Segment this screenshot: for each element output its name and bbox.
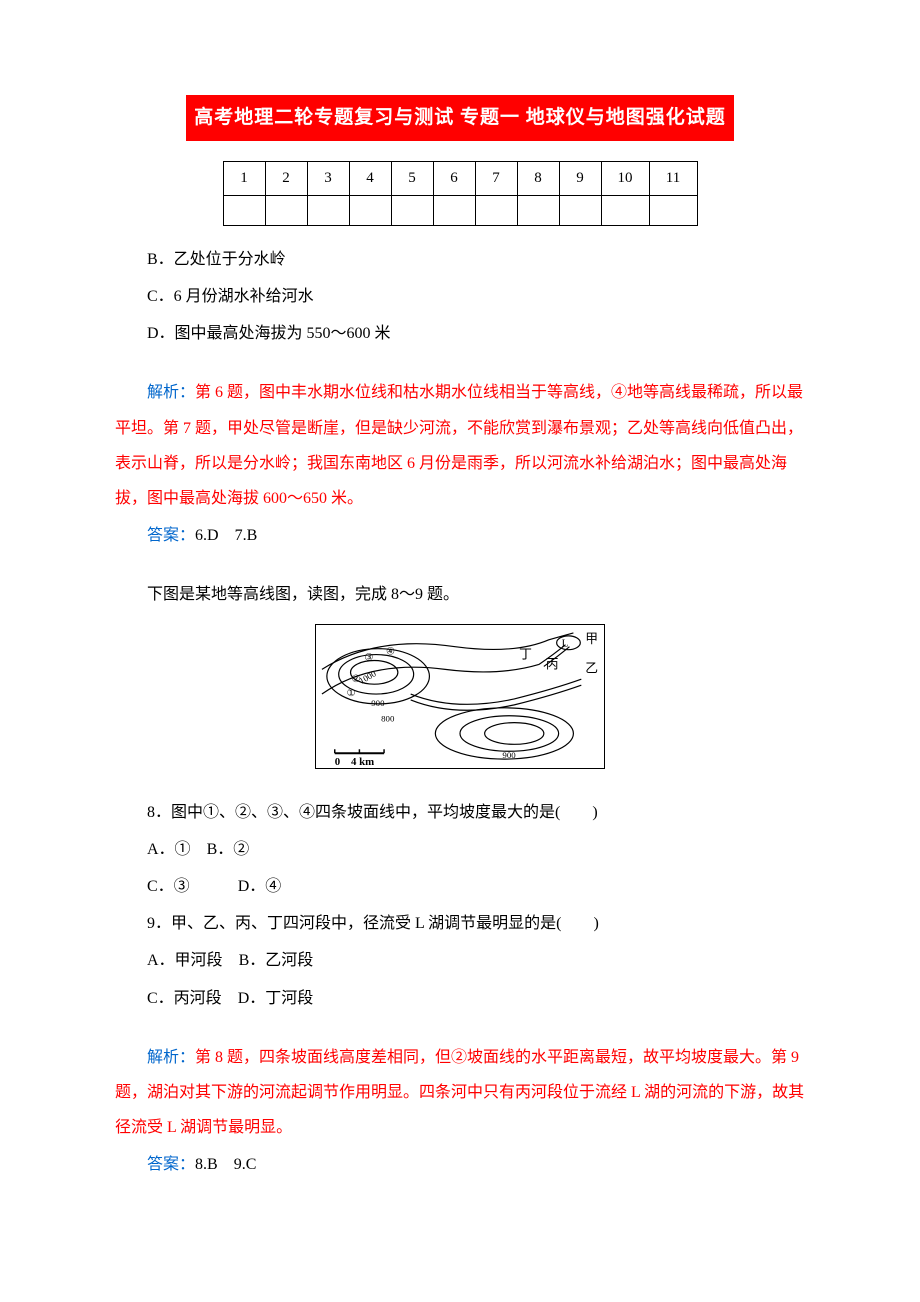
header-cell: 11	[649, 161, 697, 195]
q9-opt-c: C．丙河段	[147, 990, 222, 1007]
option-c: C．6 月份湖水补给河水	[115, 279, 805, 314]
answer-label: 答案：	[147, 1156, 195, 1173]
q8-options-cd: C．③ D．④	[115, 869, 805, 904]
empty-cell	[601, 195, 649, 225]
q9-opt-d: D．丁河段	[238, 990, 314, 1007]
empty-cell	[433, 195, 475, 225]
empty-cell	[265, 195, 307, 225]
label-jia: 甲	[585, 632, 598, 646]
header-cell: 4	[349, 161, 391, 195]
slope-marker-1: ①	[347, 688, 356, 699]
label-yi: 乙	[585, 662, 598, 676]
analysis-text: 第 6 题，图中丰水期水位线和枯水期水位线相当于等高线，④地等高线最稀疏，所以最…	[115, 384, 803, 507]
answer-text: 6.D 7.B	[195, 527, 257, 544]
label-ding: 丁	[519, 648, 532, 662]
answer-text: 8.B 9.C	[195, 1156, 256, 1173]
empty-cell	[517, 195, 559, 225]
lead-in-2: 下图是某地等高线图，读图，完成 8～9 题。	[115, 577, 805, 612]
header-cell: 1	[223, 161, 265, 195]
scale-label: 0 4 km	[335, 757, 374, 769]
q9-options-cd: C．丙河段 D．丁河段	[115, 981, 805, 1016]
answer-label: 答案：	[147, 527, 195, 544]
header-cell: 6	[433, 161, 475, 195]
contour-label: 900	[371, 698, 385, 708]
answer-2: 答案：8.B 9.C	[115, 1147, 805, 1182]
analysis-2: 解析：第 8 题，四条坡面线高度差相同，但②坡面线的水平距离最短，故平均坡度最大…	[115, 1040, 805, 1146]
header-cell: 7	[475, 161, 517, 195]
q9-opt-b: B．乙河段	[239, 952, 314, 969]
header-cell: 8	[517, 161, 559, 195]
analysis-label: 解析：	[147, 1049, 195, 1066]
answer-grid: 1 2 3 4 5 6 7 8 9 10 11	[223, 161, 698, 226]
empty-cell	[559, 195, 601, 225]
empty-cell	[307, 195, 349, 225]
analysis-label: 解析：	[147, 384, 195, 401]
q8-options-ab: A．① B．②	[115, 832, 805, 867]
option-b: B．乙处位于分水岭	[115, 242, 805, 277]
header-cell: 5	[391, 161, 433, 195]
header-cell: 3	[307, 161, 349, 195]
empty-cell	[391, 195, 433, 225]
table-row-empty	[223, 195, 697, 225]
q8-opt-d: D．④	[238, 878, 282, 895]
contour-figure: ③ ④ ② ① L 900 800 900 1000 甲 乙 丙 丁 0 4 k…	[115, 624, 805, 782]
q8-opt-a: A．①	[147, 841, 191, 858]
header-cell: 2	[265, 161, 307, 195]
q8-opt-c: C．③	[147, 878, 190, 895]
slope-marker-3: ③	[364, 653, 373, 664]
analysis-1: 解析：第 6 题，图中丰水期水位线和枯水期水位线相当于等高线，④地等高线最稀疏，…	[115, 375, 805, 516]
doc-title: 高考地理二轮专题复习与测试 专题一 地球仪与地图强化试题	[186, 95, 734, 141]
empty-cell	[223, 195, 265, 225]
q9-opt-a: A．甲河段	[147, 952, 223, 969]
table-row-header: 1 2 3 4 5 6 7 8 9 10 11	[223, 161, 697, 195]
q8-stem: 8．图中①、②、③、④四条坡面线中，平均坡度最大的是( )	[115, 795, 805, 830]
analysis-text: 第 8 题，四条坡面线高度差相同，但②坡面线的水平距离最短，故平均坡度最大。第 …	[115, 1049, 804, 1136]
contour-label: 900	[502, 751, 516, 761]
answer-1: 答案：6.D 7.B	[115, 518, 805, 553]
lake-label: L	[562, 638, 569, 650]
header-cell: 10	[601, 161, 649, 195]
q8-opt-b: B．②	[207, 841, 250, 858]
option-d: D．图中最高处海拔为 550～600 米	[115, 316, 805, 351]
q9-options-ab: A．甲河段 B．乙河段	[115, 943, 805, 978]
empty-cell	[475, 195, 517, 225]
contour-label: 800	[381, 714, 395, 724]
empty-cell	[649, 195, 697, 225]
header-cell: 9	[559, 161, 601, 195]
q9-stem: 9．甲、乙、丙、丁四河段中，径流受 L 湖调节最明显的是( )	[115, 906, 805, 941]
empty-cell	[349, 195, 391, 225]
contour-map-svg: ③ ④ ② ① L 900 800 900 1000 甲 乙 丙 丁 0 4 k…	[315, 624, 605, 769]
label-bing: 丙	[546, 658, 559, 672]
slope-marker-4: ④	[386, 647, 395, 658]
